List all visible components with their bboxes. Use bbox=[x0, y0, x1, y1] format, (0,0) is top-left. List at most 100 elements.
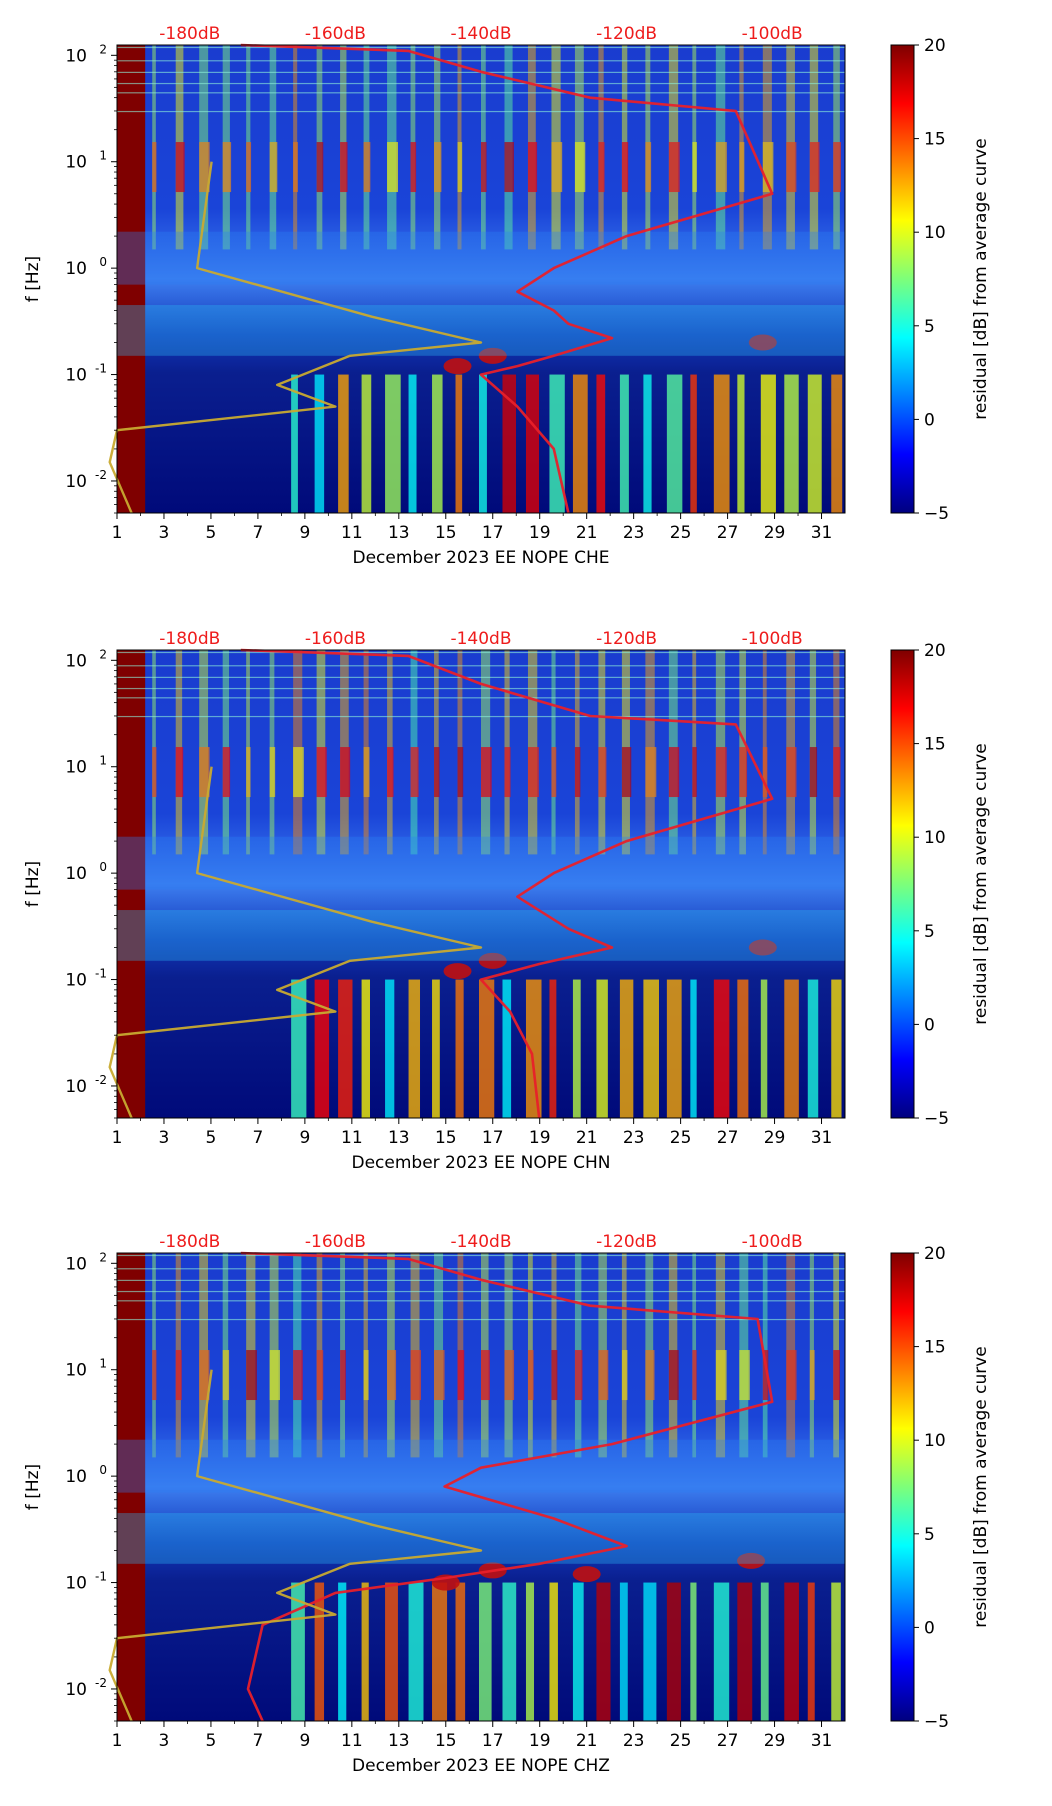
day-band-lower bbox=[666, 1582, 681, 1721]
harmonic-line bbox=[117, 665, 845, 667]
x-tick-label: 7 bbox=[252, 1128, 263, 1148]
day-band-mid bbox=[645, 1350, 655, 1401]
harmonic-line bbox=[117, 92, 845, 94]
day-band-lower bbox=[713, 1582, 730, 1721]
day-band-lower bbox=[619, 979, 634, 1118]
x-tick-label: 29 bbox=[764, 1128, 786, 1148]
day-band-mid bbox=[387, 142, 399, 193]
day-band-lower bbox=[831, 1582, 841, 1721]
day-band-mid bbox=[598, 1350, 609, 1401]
x-tick-label: 17 bbox=[482, 1731, 504, 1751]
x-tick-label: 5 bbox=[206, 1128, 217, 1148]
x-tick-label: 27 bbox=[717, 523, 739, 543]
day-band-mid bbox=[363, 747, 370, 798]
top-db-label: -120dB bbox=[596, 24, 657, 44]
day-band-lower bbox=[643, 979, 659, 1118]
day-band-lower bbox=[408, 1582, 424, 1721]
day-band-mid bbox=[739, 142, 745, 193]
day-band-lower bbox=[432, 1582, 448, 1721]
day-band-mid bbox=[434, 142, 442, 193]
day-band-lower bbox=[314, 374, 325, 513]
harmonic-line bbox=[117, 46, 845, 49]
x-tick-label: 11 bbox=[341, 1731, 363, 1751]
colorbar-tick-label: −5 bbox=[924, 1712, 949, 1732]
x-tick-label: 15 bbox=[435, 1731, 457, 1751]
day-band-lower bbox=[455, 1582, 466, 1721]
y-tick-label: 10 bbox=[65, 1574, 87, 1594]
day-band-lower bbox=[432, 979, 440, 1118]
plot-frame bbox=[116, 649, 846, 1119]
x-tick-label: 21 bbox=[576, 1731, 598, 1751]
day-band-mid bbox=[363, 142, 371, 193]
day-band-mid bbox=[715, 747, 727, 798]
colorbar-tick-label: 5 bbox=[924, 317, 935, 337]
day-band-mid bbox=[316, 747, 327, 798]
day-band-lower bbox=[455, 979, 464, 1118]
microseism-band bbox=[117, 910, 845, 961]
day-band-lower bbox=[549, 979, 557, 1118]
day-band-mid bbox=[504, 747, 511, 798]
colorbar bbox=[890, 1252, 915, 1722]
day-band-mid bbox=[199, 1350, 210, 1401]
y-tick-exponent: 2 bbox=[99, 1250, 107, 1264]
day-band-mid bbox=[786, 747, 797, 798]
day-band-lower bbox=[408, 979, 421, 1118]
top-db-label: -120dB bbox=[596, 1232, 657, 1252]
day-band-lower bbox=[831, 374, 843, 513]
day-band-lower bbox=[502, 1582, 517, 1721]
day-band-mid bbox=[481, 142, 487, 193]
microseism-hotspot bbox=[443, 358, 472, 375]
day-band-mid bbox=[410, 142, 417, 193]
day-band-lower bbox=[502, 979, 512, 1118]
x-tick-label: 15 bbox=[435, 523, 457, 543]
day-band-lower bbox=[760, 979, 768, 1118]
colorbar-tick-label: 0 bbox=[924, 1618, 935, 1638]
day-band-lower bbox=[737, 1582, 753, 1721]
y-axis-label: f [Hz] bbox=[23, 1464, 43, 1510]
day-band-mid bbox=[809, 142, 820, 193]
top-db-label: -100dB bbox=[742, 24, 803, 44]
day-band-mid bbox=[434, 747, 440, 798]
y-tick-label: 10 bbox=[65, 1254, 87, 1274]
y-tick-exponent: 1 bbox=[99, 149, 107, 163]
day-band-mid bbox=[340, 747, 351, 798]
harmonic-line bbox=[117, 651, 845, 654]
x-tick-label: 21 bbox=[576, 1128, 598, 1148]
day-band-mid bbox=[692, 142, 697, 193]
colorbar bbox=[890, 44, 915, 514]
microseism-hotspot bbox=[748, 334, 777, 351]
x-tick-label: 29 bbox=[764, 1731, 786, 1751]
day-band-mid bbox=[246, 1350, 257, 1401]
day-band-lower bbox=[385, 374, 401, 513]
day-band-lower bbox=[385, 979, 395, 1118]
day-band-mid bbox=[316, 142, 324, 193]
day-band-mid bbox=[809, 747, 818, 798]
y-tick-label: 10 bbox=[65, 1680, 87, 1700]
y-axis-label: f [Hz] bbox=[23, 861, 43, 907]
x-tick-label: 9 bbox=[299, 523, 310, 543]
x-tick-label: 1 bbox=[112, 1731, 123, 1751]
colorbar-label: residual [dB] from average curve bbox=[971, 743, 991, 1024]
day-band-mid bbox=[175, 747, 184, 798]
top-db-label: -100dB bbox=[742, 1232, 803, 1252]
day-band-mid bbox=[527, 1350, 534, 1401]
day-band-lower bbox=[549, 1582, 558, 1721]
day-band-lower bbox=[596, 374, 606, 513]
harmonic-line bbox=[117, 1318, 845, 1321]
x-tick-label: 31 bbox=[811, 1731, 833, 1751]
day-band-lower bbox=[760, 1582, 769, 1721]
day-band-mid bbox=[762, 142, 774, 193]
day-band-lower bbox=[455, 374, 463, 513]
day-band-mid bbox=[809, 1350, 815, 1401]
y-tick-label: 10 bbox=[65, 259, 87, 279]
x-tick-label: 19 bbox=[529, 1128, 551, 1148]
day-band-mid bbox=[762, 747, 768, 798]
day-band-mid bbox=[739, 747, 748, 798]
harmonic-line bbox=[117, 676, 845, 678]
day-band-mid bbox=[340, 142, 348, 193]
x-axis-label: December 2023 EE NOPE CHZ bbox=[352, 1756, 610, 1776]
day-band-lower bbox=[619, 374, 629, 513]
day-band-lower bbox=[338, 1582, 347, 1721]
day-band-mid bbox=[293, 1350, 303, 1401]
noise-model-curve bbox=[108, 766, 483, 1119]
